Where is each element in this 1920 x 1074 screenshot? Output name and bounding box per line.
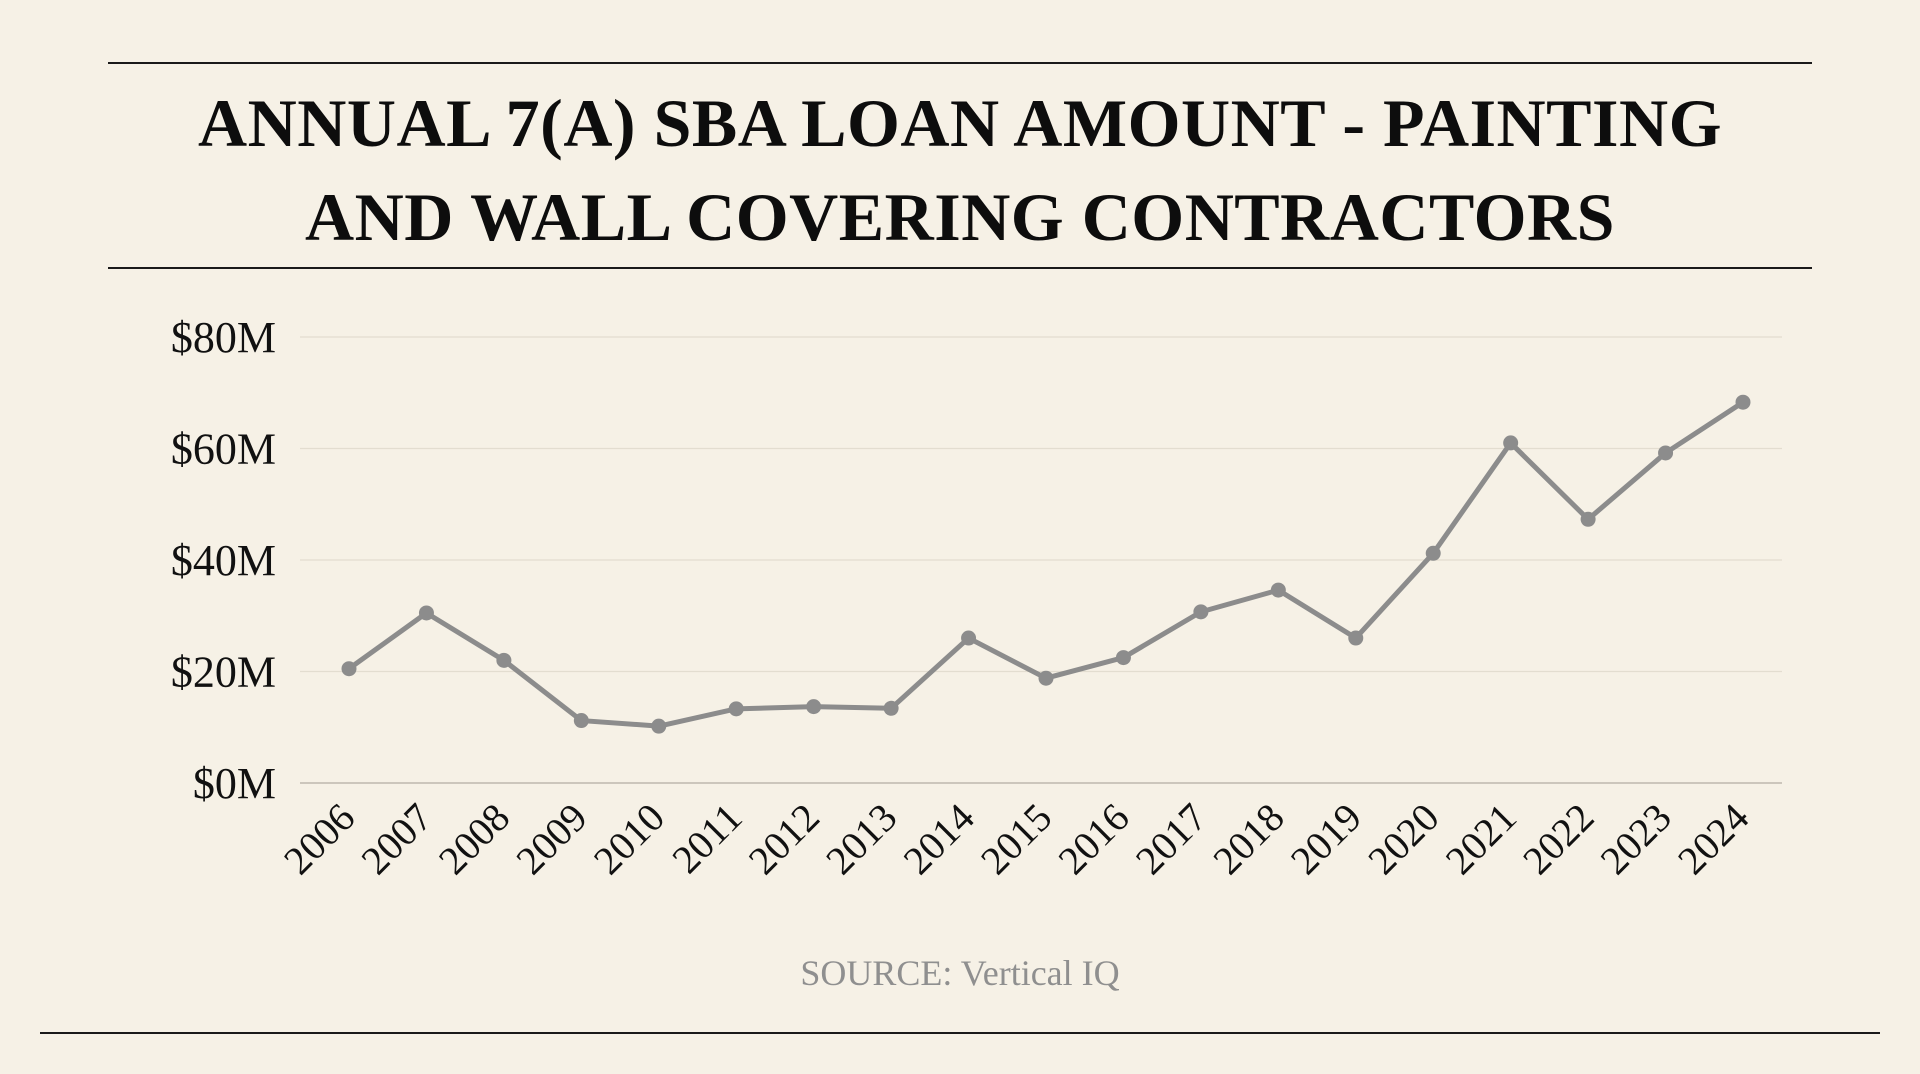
y-tick-label: $60M <box>171 425 276 474</box>
x-tick-label: 2017 <box>1127 795 1215 883</box>
x-tick-label: 2011 <box>663 795 750 882</box>
y-tick-label: $40M <box>171 536 276 585</box>
y-tick-label: $0M <box>193 759 276 808</box>
data-point-2013 <box>883 700 899 716</box>
top-rule <box>108 62 1812 64</box>
data-point-2015 <box>1038 670 1054 686</box>
y-tick-label: $80M <box>171 313 276 362</box>
source-note: SOURCE: Vertical IQ <box>800 953 1120 993</box>
chart-title-line-1: ANNUAL 7(A) SBA LOAN AMOUNT - PAINTING <box>198 85 1722 161</box>
title-bottom-rule <box>108 267 1812 269</box>
x-tick-label: 2012 <box>740 795 828 883</box>
y-tick-label: $20M <box>171 648 276 697</box>
data-point-2021 <box>1503 435 1519 451</box>
x-tick-label: 2013 <box>817 795 905 883</box>
chart-title-line-2: AND WALL COVERING CONTRACTORS <box>305 179 1615 255</box>
data-point-2020 <box>1425 545 1441 561</box>
data-point-2023 <box>1658 445 1674 461</box>
data-point-2008 <box>496 652 512 668</box>
x-tick-label: 2019 <box>1282 795 1370 883</box>
x-tick-label: 2023 <box>1592 795 1680 883</box>
y-axis-ticks: $80M $60M $40M $20M $0M <box>171 313 276 808</box>
x-tick-label: 2022 <box>1514 795 1602 883</box>
x-tick-label: 2018 <box>1204 795 1292 883</box>
data-point-2022 <box>1580 511 1596 527</box>
data-point-2006 <box>341 661 357 677</box>
x-tick-label: 2016 <box>1049 795 1137 883</box>
bottom-rule <box>40 1032 1880 1034</box>
x-tick-label: 2010 <box>585 795 673 883</box>
data-point-2010 <box>651 718 667 734</box>
x-tick-label: 2020 <box>1359 795 1447 883</box>
data-point-2016 <box>1115 650 1131 666</box>
data-point-2024 <box>1735 394 1751 410</box>
data-point-2009 <box>573 713 589 729</box>
data-point-2011 <box>728 701 744 717</box>
gridlines <box>300 336 1782 784</box>
data-point-2017 <box>1193 604 1209 620</box>
x-tick-label: 2014 <box>895 795 983 883</box>
x-tick-label: 2009 <box>507 795 595 883</box>
series-loan-amount <box>341 394 1751 734</box>
x-axis-ticks: 2006200720082009201020112012201320142015… <box>275 795 1757 883</box>
data-point-2007 <box>418 605 434 621</box>
data-point-2019 <box>1348 630 1364 646</box>
chart-title: ANNUAL 7(A) SBA LOAN AMOUNT - PAINTING A… <box>108 76 1812 264</box>
x-tick-label: 2006 <box>275 795 363 883</box>
x-tick-label: 2007 <box>352 795 440 883</box>
x-tick-label: 2024 <box>1669 795 1757 883</box>
x-tick-label: 2015 <box>972 795 1060 883</box>
data-point-2014 <box>961 630 977 646</box>
x-tick-label: 2008 <box>430 795 518 883</box>
data-point-2012 <box>806 699 822 715</box>
data-point-2018 <box>1270 582 1286 598</box>
x-tick-label: 2021 <box>1437 795 1525 883</box>
